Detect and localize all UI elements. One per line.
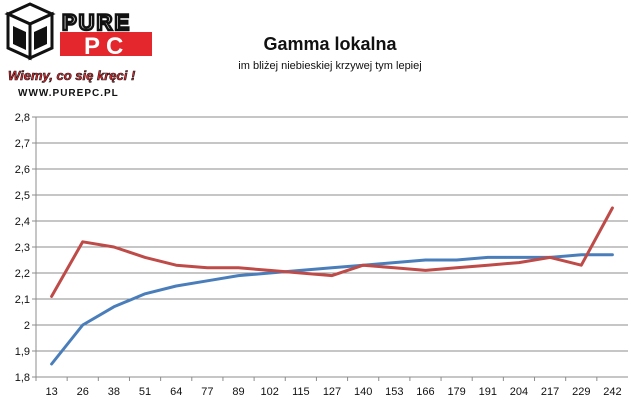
x-tick-label: 229 xyxy=(572,386,590,398)
x-tick-label: 89 xyxy=(232,386,244,398)
chart-title: Gamma lokalna xyxy=(263,34,397,54)
logo-brand-bottom: PC xyxy=(84,33,129,60)
x-tick-label: 179 xyxy=(447,386,465,398)
x-tick-label: 77 xyxy=(201,386,213,398)
y-tick-label: 2,6 xyxy=(15,164,30,176)
box-icon xyxy=(4,2,56,61)
purepc-logo: PURE PC Wiemy, co się kręci ! WWW.PUREPC… xyxy=(4,2,152,99)
x-tick-label: 64 xyxy=(170,386,182,398)
x-tick-label: 102 xyxy=(261,386,279,398)
logo-brand-top: PURE xyxy=(62,10,131,35)
series-line-1 xyxy=(50,253,614,366)
x-tick-label: 38 xyxy=(108,386,120,398)
x-tick-label: 242 xyxy=(603,386,621,398)
x-tick-label: 217 xyxy=(541,386,559,398)
y-tick-label: 1,8 xyxy=(15,372,30,384)
x-tick-label: 153 xyxy=(385,386,403,398)
x-tick-label: 191 xyxy=(479,386,497,398)
y-tick-label: 2 xyxy=(24,320,30,332)
series-line-2 xyxy=(50,206,614,298)
y-tick-label: 2,1 xyxy=(15,294,30,306)
x-tick-label: 26 xyxy=(77,386,89,398)
x-tick-label: 166 xyxy=(416,386,434,398)
logo-url: WWW.PUREPC.PL xyxy=(18,88,119,99)
y-tick-label: 2,2 xyxy=(15,268,30,280)
y-tick-label: 2,5 xyxy=(15,190,30,202)
logo-slogan: Wiemy, co się kręci ! xyxy=(8,68,136,83)
y-tick-label: 1,9 xyxy=(15,346,30,358)
chart-subtitle: im bliżej niebieskiej krzywej tym lepiej xyxy=(238,60,422,72)
y-tick-label: 2,8 xyxy=(15,112,30,124)
x-tick-label: 51 xyxy=(139,386,151,398)
x-tick-label: 127 xyxy=(323,386,341,398)
y-tick-label: 2,7 xyxy=(15,138,30,150)
x-tick-label: 13 xyxy=(45,386,57,398)
x-tick-label: 140 xyxy=(354,386,372,398)
x-tick-label: 204 xyxy=(510,386,528,398)
x-tick-label: 115 xyxy=(292,386,310,398)
y-tick-label: 2,3 xyxy=(15,242,30,254)
y-tick-label: 2,4 xyxy=(15,216,30,228)
